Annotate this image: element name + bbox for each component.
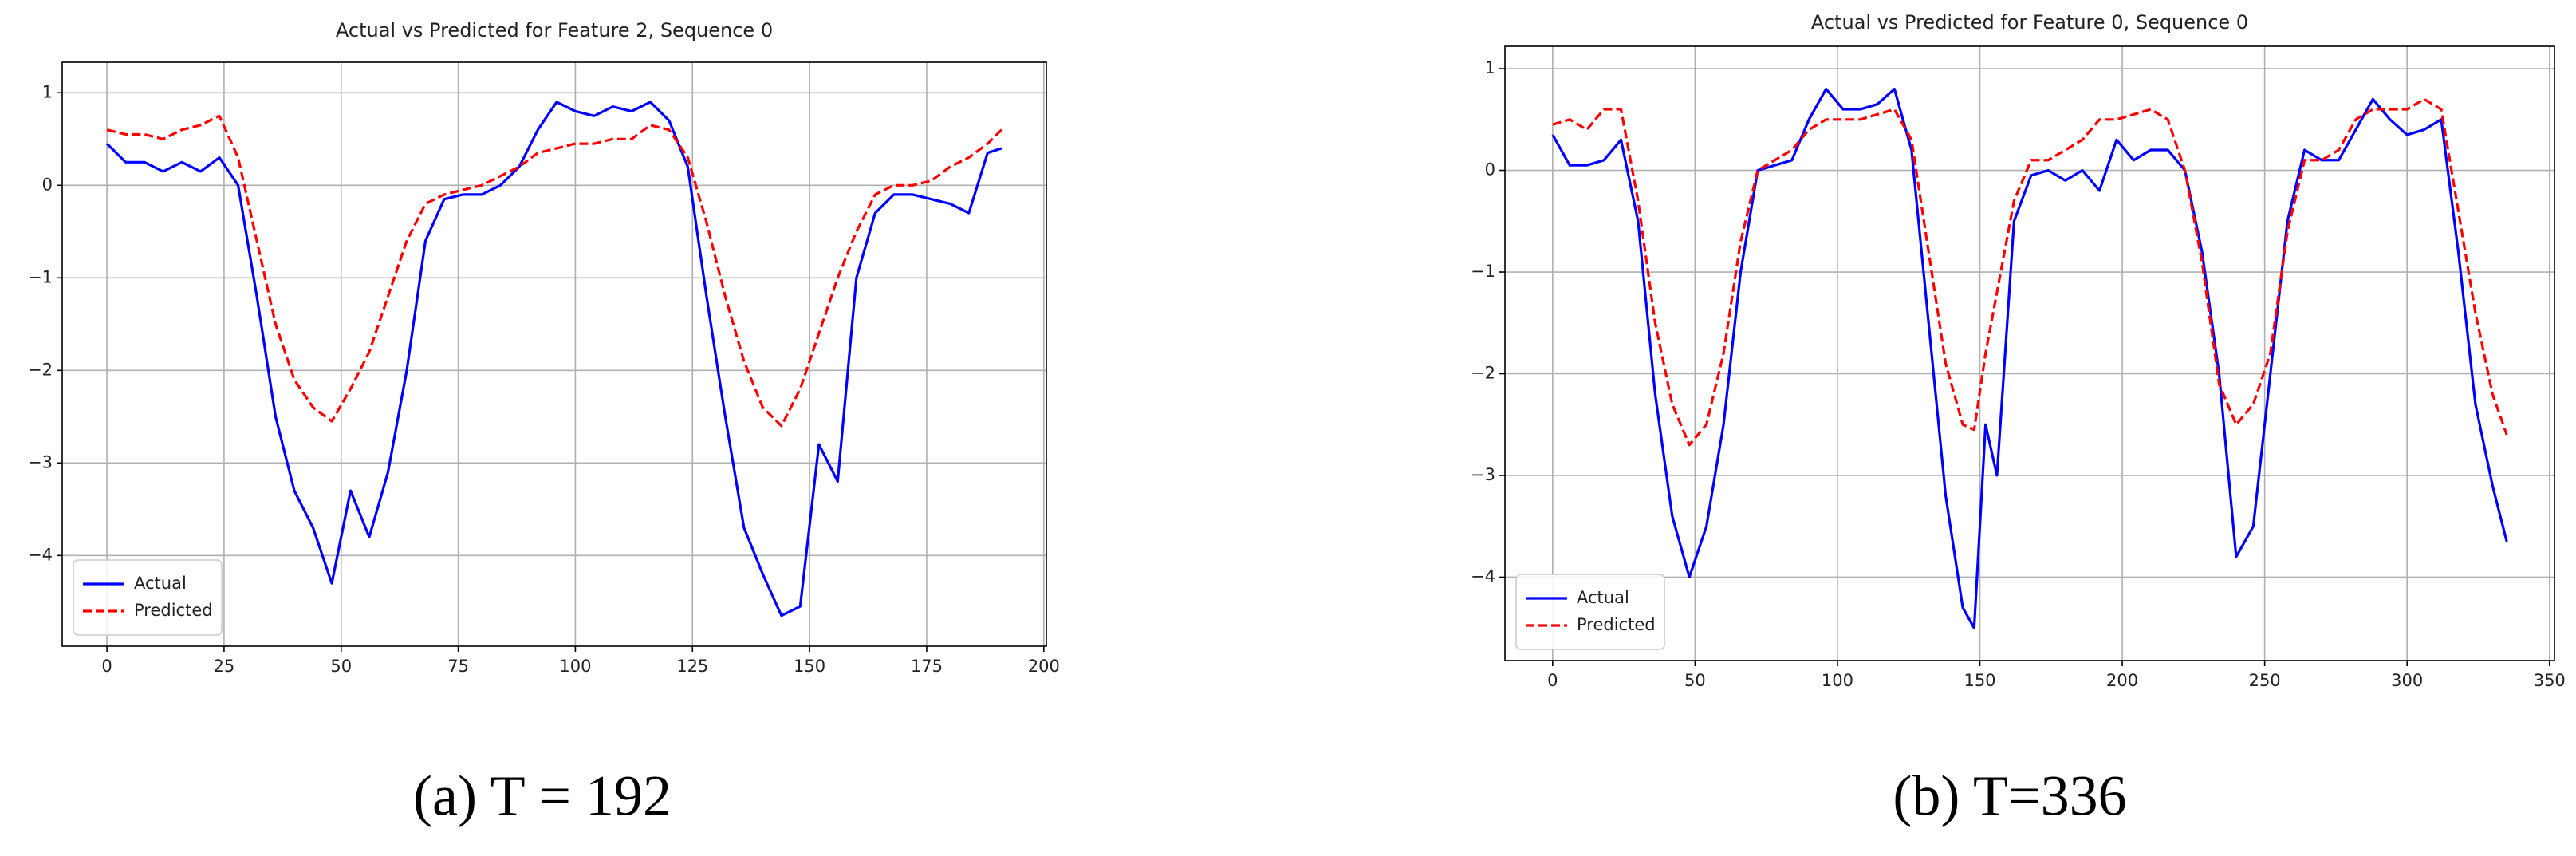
caption: (a) T = 192 (413, 764, 672, 828)
y-tick-label: −4 (1471, 566, 1495, 586)
x-tick-label: 175 (911, 657, 943, 676)
x-tick-label: 0 (1547, 671, 1558, 690)
x-tick-label: 300 (2391, 671, 2423, 690)
series-line (1551, 87, 2508, 629)
x-tick-label: 50 (330, 657, 352, 676)
x-tick-label: 200 (1028, 657, 1060, 676)
y-tick-label: −1 (1471, 262, 1495, 281)
x-tick-label: 125 (676, 657, 708, 676)
y-tick-label: −4 (28, 545, 53, 564)
x-tick-label: 250 (2249, 671, 2281, 690)
y-tick-label: −2 (28, 360, 53, 379)
x-tick-label: 25 (214, 657, 235, 676)
x-tick-label: 100 (1822, 671, 1853, 690)
x-tick-label: 200 (2106, 671, 2138, 690)
caption: (b) T=336 (1893, 764, 2126, 828)
x-tick-label: 50 (1684, 671, 1706, 690)
chart-title: Actual vs Predicted for Feature 0, Seque… (1811, 11, 2248, 34)
y-tick-label: −1 (28, 267, 53, 286)
y-tick-label: −3 (28, 452, 53, 471)
x-tick-label: 75 (447, 657, 469, 676)
x-tick-label: 0 (101, 657, 112, 676)
x-tick-label: 350 (2534, 671, 2566, 690)
series-line (106, 114, 1003, 428)
legend-label: Predicted (1577, 615, 1656, 634)
x-tick-label: 150 (794, 657, 825, 676)
y-tick-label: −3 (1471, 465, 1495, 484)
y-tick-label: 1 (42, 82, 53, 101)
legend-label: Actual (1577, 588, 1629, 607)
plot-frame (61, 61, 1047, 647)
x-tick-label: 150 (1964, 671, 1995, 690)
series-line (105, 101, 1002, 617)
y-tick-label: 0 (42, 175, 53, 194)
y-tick-label: 1 (1485, 58, 1495, 77)
y-tick-label: −2 (1471, 363, 1495, 382)
plot-frame (1504, 45, 2555, 661)
legend-box (73, 559, 223, 636)
chart-title: Actual vs Predicted for Feature 2, Seque… (336, 19, 773, 41)
x-tick-label: 100 (559, 657, 591, 676)
legend-label: Actual (134, 574, 187, 593)
y-tick-label: 0 (1485, 160, 1495, 179)
series-line (1552, 97, 2508, 447)
legend-box (1515, 574, 1665, 650)
legend-label: Predicted (134, 601, 213, 620)
